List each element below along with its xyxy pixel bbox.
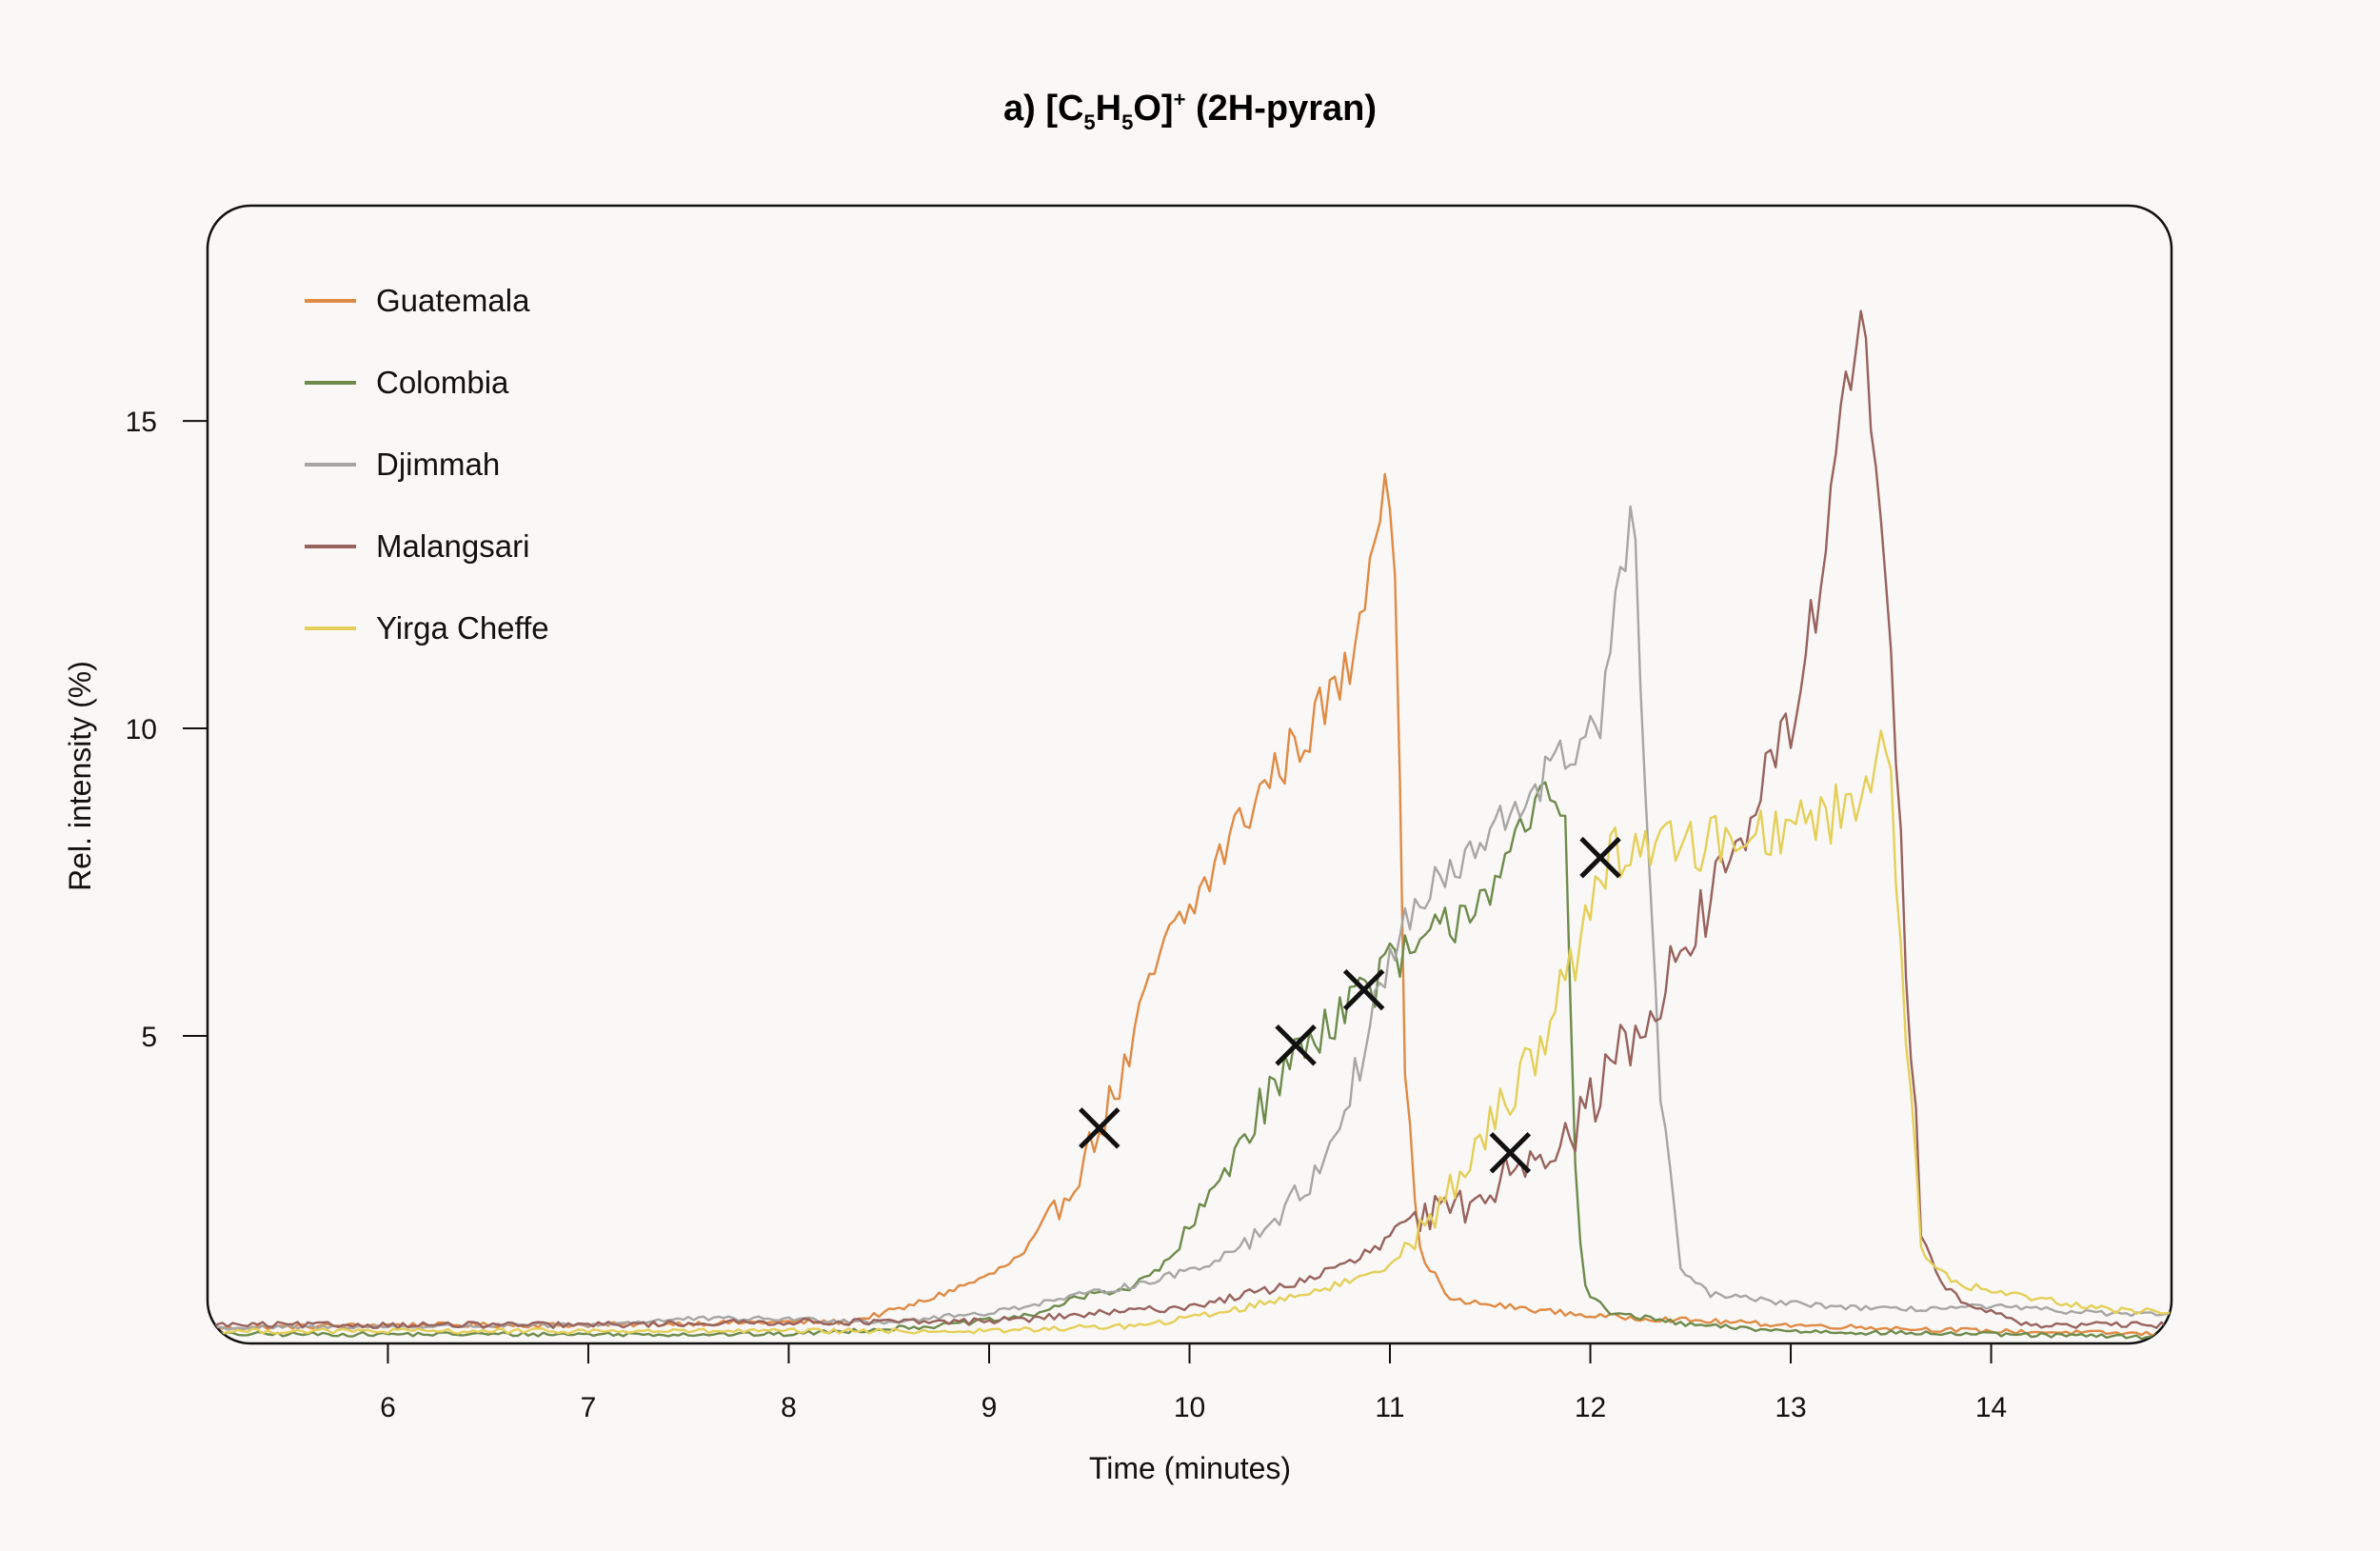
legend-label: Guatemala xyxy=(376,283,530,318)
axis-layer: 6 7 8 9 10 11 12 13 14 5 10 15 xyxy=(126,407,2008,1423)
title-suffix: (2H-pyran) xyxy=(1185,89,1377,129)
series-line-colombia xyxy=(208,781,2172,1341)
x-tick-label: 14 xyxy=(1975,1392,2007,1423)
series-line-yirga-cheffe xyxy=(208,729,2172,1335)
series-line-guatemala xyxy=(208,472,2172,1337)
peak-marker xyxy=(1342,968,1385,1011)
x-tick-label: 6 xyxy=(380,1392,396,1423)
y-axis-label: Rel. intensity (%) xyxy=(63,661,97,891)
peak-marker-stroke xyxy=(1579,836,1621,879)
marker-layer xyxy=(1079,836,1621,1174)
legend-item: Guatemala xyxy=(305,283,530,318)
title-sub1: 5 xyxy=(1083,110,1095,134)
legend-item: Djimmah xyxy=(305,447,500,482)
chart-title: a) [C5H5O]+ (2H-pyran) xyxy=(1003,88,1377,134)
y-tick-label: 10 xyxy=(126,714,157,746)
title-sub2: 5 xyxy=(1121,110,1133,134)
legend-label: Yirga Cheffe xyxy=(376,610,549,646)
legend-item: Colombia xyxy=(305,365,509,400)
x-tick-label: 10 xyxy=(1174,1392,1205,1423)
legend-label: Djimmah xyxy=(376,447,500,482)
series-layer xyxy=(208,309,2172,1341)
x-tick-label: 13 xyxy=(1775,1392,1806,1423)
legend-item: Yirga Cheffe xyxy=(305,610,549,646)
peak-marker-stroke xyxy=(1489,1131,1532,1174)
legend: Guatemala Colombia Djimmah Malangsari Yirga … xyxy=(305,283,549,646)
peak-marker xyxy=(1579,836,1621,879)
title-mid2: O] xyxy=(1133,89,1173,129)
peak-marker xyxy=(1275,1024,1317,1066)
legend-item: Malangsari xyxy=(305,528,529,564)
title-prefix: a) [C xyxy=(1003,89,1083,129)
peak-marker-stroke xyxy=(1275,1024,1317,1066)
x-tick-label: 7 xyxy=(581,1392,597,1423)
series-line-malangsari xyxy=(208,309,2172,1330)
x-tick-label: 12 xyxy=(1575,1392,1606,1423)
x-tick-label: 8 xyxy=(781,1392,797,1423)
x-tick-label: 9 xyxy=(982,1392,998,1423)
peak-marker-stroke xyxy=(1079,1107,1121,1149)
x-axis-label: Time (minutes) xyxy=(1089,1451,1291,1485)
title-mid1: H xyxy=(1096,89,1121,129)
y-tick-label: 5 xyxy=(141,1022,157,1053)
x-tick-label: 11 xyxy=(1375,1392,1404,1423)
title-sup: + xyxy=(1174,88,1186,111)
y-tick-label: 15 xyxy=(126,407,157,438)
legend-label: Colombia xyxy=(376,365,509,400)
peak-marker xyxy=(1079,1107,1121,1149)
peak-marker xyxy=(1489,1131,1532,1174)
series-line-djimmah xyxy=(208,505,2172,1331)
peak-marker-stroke xyxy=(1342,968,1385,1011)
legend-label: Malangsari xyxy=(376,528,529,564)
